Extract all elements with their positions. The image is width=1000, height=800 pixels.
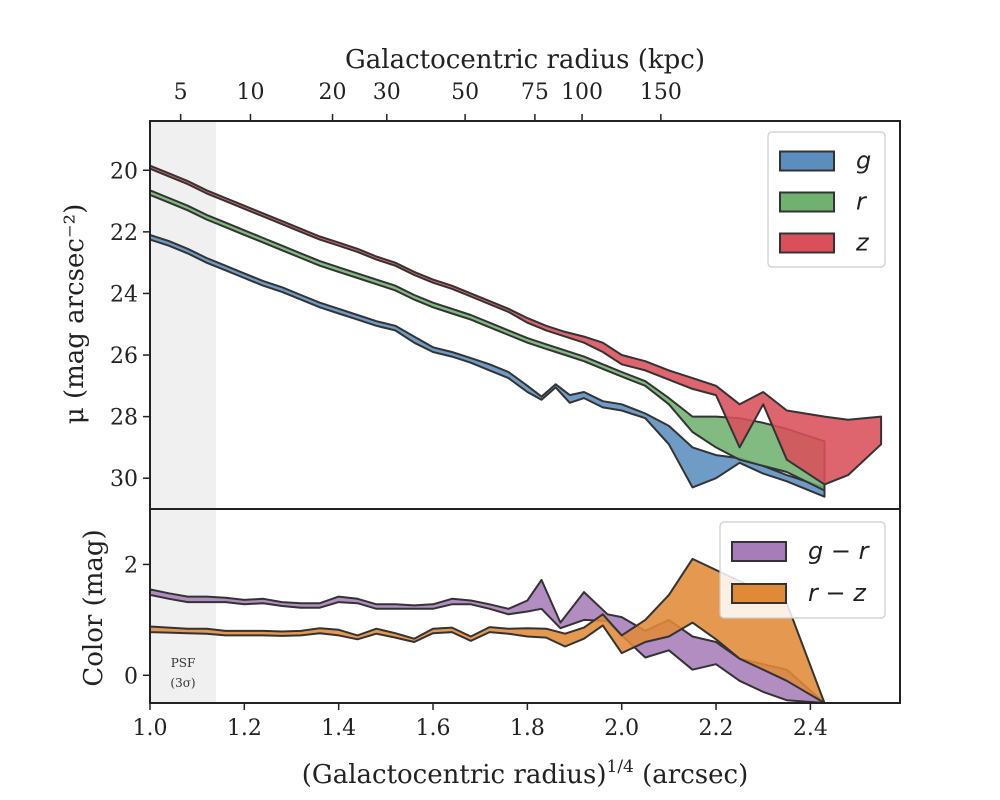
ytick-label-top: 22 [110,221,138,246]
data-bands-layer [150,164,883,703]
xlabel-superscript: 1/4 [607,757,634,777]
xtick-label-bottom: 1.8 [510,716,545,741]
xtick-label-top: 10 [236,80,264,105]
legends-layer: grz g − r r − z [719,131,886,619]
legend-swatch [779,150,835,172]
xlabel-main: (Galactocentric radius) [302,760,607,790]
xtick-label-top: 30 [373,80,401,105]
ytick-label-bottom: 2 [124,553,138,578]
psf-shaded-region-layer: PSF (3σ) [150,121,217,703]
legend-swatch [779,232,835,254]
legend-label: r − z [808,579,867,607]
ytick-label-top: 24 [110,282,138,307]
ytick-label-top: 26 [110,344,138,369]
psf-label: PSF [171,656,196,670]
legend-label: g [856,147,871,175]
ytick-label-top: 28 [110,406,138,431]
xtick-label-bottom: 1.6 [416,716,451,741]
ticks-layer: 20 22 24 26 28 30 0 2 1.0 1.2 1.4 1.6 1.8 2.0 2.2 2.4 5 1… [110,80,828,741]
ylabel-surface-brightness: μ (mag arcsec⁻²) [60,204,90,424]
axes-frames-layer [149,120,901,704]
band-g-minus-r [150,578,826,703]
psf-sigma-label: (3σ) [170,676,195,690]
legend-label: g − r [808,537,871,565]
xtick-label-bottom: 1.0 [133,716,168,741]
xtick-label-top: 5 [174,80,188,105]
ytick-label-bottom: 0 [124,664,138,689]
legend-swatch [731,541,787,562]
ytick-label-top: 30 [110,467,138,492]
legend-swatch [779,191,835,213]
ylabel-color: Color (mag) [79,529,109,686]
band-r-minus-z [150,557,826,703]
xtick-label-top: 75 [521,80,549,105]
xtick-label-bottom: 2.4 [793,716,828,741]
top-xaxis-label: Galactocentric radius (kpc) [345,45,705,75]
xlabel-unit: (arcsec) [634,760,748,790]
band-g [150,233,826,498]
xtick-label-top: 20 [319,80,347,105]
legend-label: z [855,229,870,257]
band-z [150,164,883,486]
legend-swatch [731,583,787,604]
xtick-label-top: 150 [640,80,682,105]
xtick-label-top: 50 [451,80,479,105]
xtick-label-bottom: 1.4 [321,716,356,741]
legend-label: r [856,188,868,216]
band-r [150,189,826,492]
psf-region-top [150,121,217,509]
bottom-panel-frame [149,508,901,704]
bottom-xaxis-label: (Galactocentric radius)1/4 (arcsec) [302,757,748,790]
xtick-label-top: 100 [561,80,603,105]
xtick-label-bottom: 1.2 [227,716,262,741]
ytick-label-top: 20 [110,159,138,184]
xtick-label-bottom: 2.2 [699,716,734,741]
psf-region-bottom [150,509,217,703]
xtick-label-bottom: 2.0 [604,716,639,741]
